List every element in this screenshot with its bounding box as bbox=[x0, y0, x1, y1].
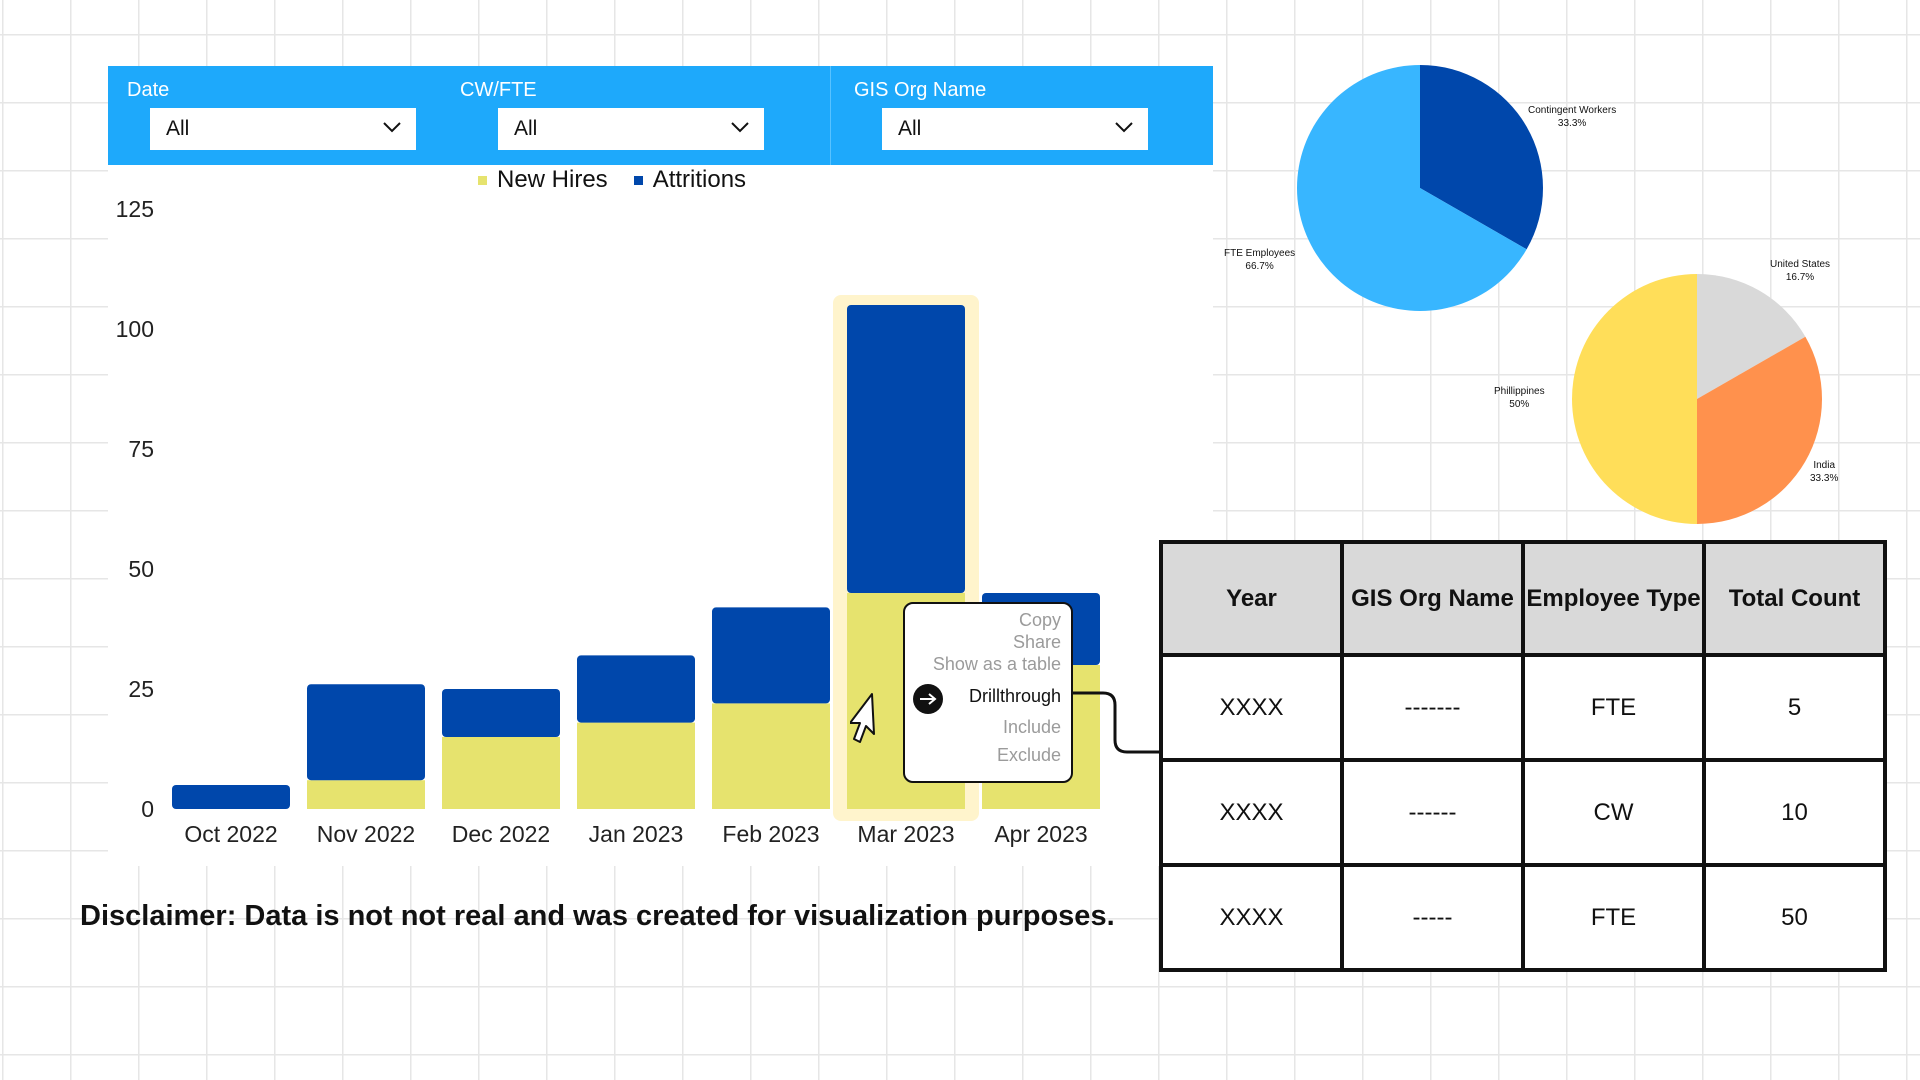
table-cell: 50 bbox=[1702, 863, 1887, 972]
chevron-down-icon bbox=[383, 122, 401, 133]
bar-attritions[interactable] bbox=[172, 785, 290, 809]
x-tick-label: Nov 2022 bbox=[317, 821, 415, 847]
pie-slice-contingent-workers[interactable] bbox=[1420, 65, 1543, 250]
pie-label-fte-employees: FTE Employees 66.7% bbox=[1224, 248, 1296, 272]
bar-new-hires[interactable] bbox=[577, 722, 695, 809]
pie-slice-fte-employees[interactable] bbox=[1297, 65, 1527, 311]
bar-attritions[interactable] bbox=[712, 607, 830, 704]
filter-date-dropdown[interactable]: All bbox=[150, 108, 416, 150]
disclaimer-text: Disclaimer: Data is not not real and was… bbox=[80, 900, 1115, 932]
table-cell: 10 bbox=[1702, 758, 1887, 867]
mouse-cursor-icon bbox=[850, 693, 875, 743]
legend-item-attritions[interactable]: Attritions bbox=[633, 166, 747, 194]
pie-slice-phillippines[interactable] bbox=[1572, 274, 1697, 524]
table-cell: XXXX bbox=[1159, 758, 1344, 867]
filter-gis-org-value: All bbox=[898, 117, 922, 140]
x-tick-label: Dec 2022 bbox=[452, 821, 550, 847]
x-tick-label: Apr 2023 bbox=[994, 821, 1087, 847]
chart-legend: New Hires Attritions bbox=[478, 166, 746, 194]
table-row: XXXX ----- FTE 50 bbox=[1159, 863, 1887, 972]
table-cell: 5 bbox=[1702, 653, 1887, 762]
y-tick-label: 100 bbox=[116, 316, 154, 342]
table-header-row: Year GIS Org Name Employee Type Total Co… bbox=[1159, 540, 1887, 657]
pie-label-india: India 33.3% bbox=[1810, 460, 1839, 484]
table-cell: ------ bbox=[1340, 758, 1525, 867]
bar-attritions[interactable] bbox=[442, 689, 560, 737]
filter-date-value: All bbox=[166, 117, 190, 140]
context-menu-copy[interactable]: Copy bbox=[1018, 610, 1061, 630]
bar-new-hires[interactable] bbox=[712, 703, 830, 809]
table-header-employee-type: Employee Type bbox=[1521, 540, 1706, 657]
pie-chart-worker-type bbox=[1297, 65, 1543, 311]
x-tick-label: Jan 2023 bbox=[589, 821, 684, 847]
drillthrough-connector bbox=[1073, 691, 1160, 754]
bar-attritions[interactable] bbox=[307, 684, 425, 781]
table-header-total-count: Total Count bbox=[1702, 540, 1887, 657]
y-tick-label: 125 bbox=[116, 196, 154, 222]
y-tick-label: 0 bbox=[141, 796, 154, 822]
legend-label-attritions: Attritions bbox=[652, 166, 747, 193]
filter-gis-org-dropdown[interactable]: All bbox=[882, 108, 1148, 150]
y-tick-label: 75 bbox=[128, 436, 154, 462]
bar-attritions[interactable] bbox=[847, 305, 965, 593]
y-tick-label: 50 bbox=[128, 556, 154, 582]
x-tick-label: Feb 2023 bbox=[722, 821, 819, 847]
x-tick-label: Mar 2023 bbox=[857, 821, 954, 847]
legend-label-new-hires: New Hires bbox=[497, 166, 608, 193]
table-cell: FTE bbox=[1521, 653, 1706, 762]
table-row: XXXX ------ CW 10 bbox=[1159, 758, 1887, 867]
filter-bar: Date All CW/FTE All GIS Org Name All bbox=[108, 66, 1213, 165]
bar-new-hires[interactable] bbox=[442, 737, 560, 809]
legend-item-new-hires[interactable]: New Hires bbox=[478, 166, 608, 194]
context-menu-drillthrough[interactable]: Drillthrough bbox=[968, 686, 1061, 706]
chevron-down-icon bbox=[1115, 122, 1133, 133]
table-header-year: Year bbox=[1159, 540, 1344, 657]
pie-label-contingent-workers: Contingent Workers 33.3% bbox=[1528, 105, 1617, 129]
filter-cwfte-dropdown[interactable]: All bbox=[498, 108, 764, 150]
context-menu-include[interactable]: Include bbox=[1002, 717, 1061, 737]
table-cell: XXXX bbox=[1159, 863, 1344, 972]
chevron-down-icon bbox=[731, 122, 749, 133]
pie-slice-united-states[interactable] bbox=[1697, 274, 1806, 399]
filter-cwfte-value: All bbox=[514, 117, 538, 140]
table-cell: CW bbox=[1521, 758, 1706, 867]
arrow-right-icon bbox=[913, 684, 943, 714]
y-tick-label: 25 bbox=[128, 676, 154, 702]
context-menu-exclude[interactable]: Exclude bbox=[996, 745, 1061, 765]
table-cell: ----- bbox=[1340, 863, 1525, 972]
filter-divider bbox=[830, 66, 831, 165]
drillthrough-table: Year GIS Org Name Employee Type Total Co… bbox=[1159, 540, 1887, 972]
x-tick-label: Oct 2022 bbox=[184, 821, 277, 847]
table-cell: XXXX bbox=[1159, 653, 1344, 762]
pie-label-united-states: United States 16.7% bbox=[1770, 259, 1831, 283]
context-menu-share[interactable]: Share bbox=[1012, 632, 1061, 652]
context-menu-show-as-table[interactable]: Show as a table bbox=[932, 654, 1061, 674]
table-cell: ------- bbox=[1340, 653, 1525, 762]
bar-new-hires[interactable] bbox=[307, 780, 425, 809]
table-row: XXXX ------- FTE 5 bbox=[1159, 653, 1887, 762]
legend-swatch-new-hires bbox=[478, 175, 487, 185]
pie-slice-india[interactable] bbox=[1697, 336, 1822, 524]
table-header-gis-org-name: GIS Org Name bbox=[1340, 540, 1525, 657]
filter-gis-org-label: GIS Org Name bbox=[854, 79, 987, 101]
context-menu: Copy Share Show as a table Drillthrough … bbox=[903, 602, 1073, 783]
pie-chart-country bbox=[1572, 274, 1822, 524]
pie-label-phillippines: Phillippines 50% bbox=[1494, 386, 1545, 410]
table-cell: FTE bbox=[1521, 863, 1706, 972]
legend-swatch-attritions bbox=[633, 175, 643, 185]
bar-attritions[interactable] bbox=[577, 655, 695, 723]
filter-date-label: Date bbox=[127, 79, 170, 101]
filter-cwfte-label: CW/FTE bbox=[460, 79, 537, 101]
